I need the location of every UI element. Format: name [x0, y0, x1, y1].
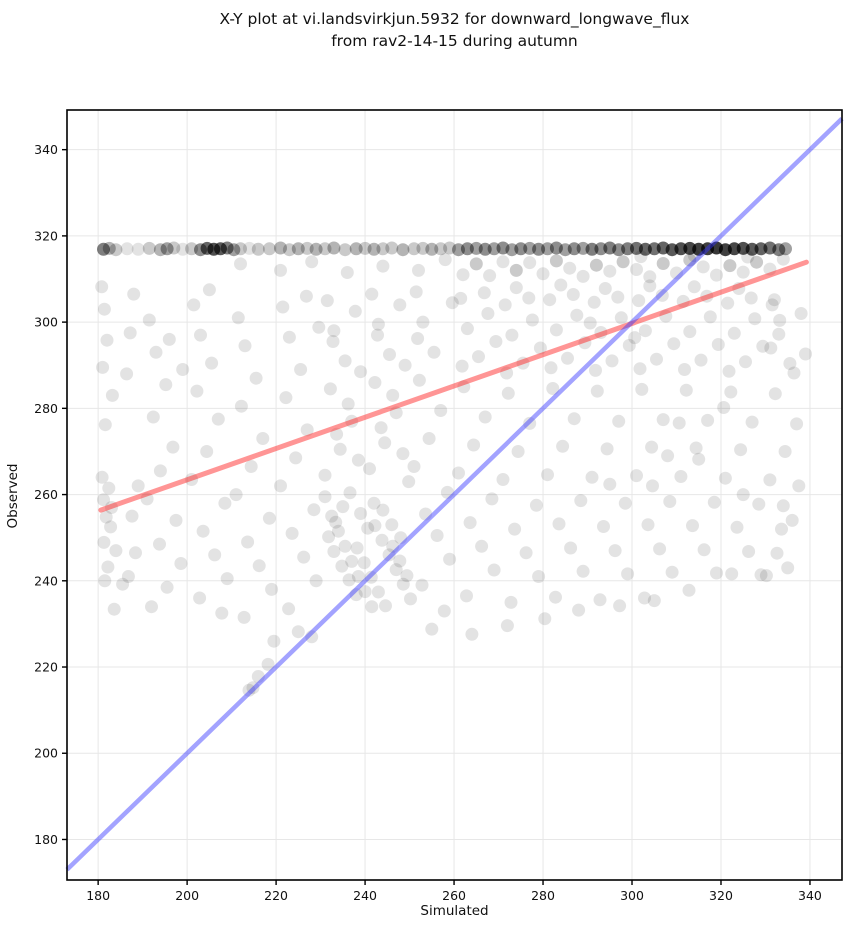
scatter-points	[95, 241, 812, 697]
y-tick-label: 320	[34, 228, 58, 243]
y-tick-label: 180	[34, 832, 58, 847]
x-tick-label: 240	[353, 888, 377, 903]
x-tick-label: 200	[175, 888, 199, 903]
x-tick-label: 340	[798, 888, 822, 903]
y-tick-label: 220	[34, 660, 58, 675]
y-tick-label: 300	[34, 315, 58, 330]
y-axis-ticks: 180 200 220 240 260 280 300 320 340	[34, 142, 67, 847]
x-tick-label: 220	[264, 888, 288, 903]
x-tick-label: 320	[709, 888, 733, 903]
y-tick-label: 280	[34, 401, 58, 416]
chart-title-line2: from rav2-14-15 during autumn	[331, 32, 578, 50]
x-axis-label: Simulated	[420, 903, 489, 919]
y-tick-label: 240	[34, 573, 58, 588]
y-tick-label: 340	[34, 142, 58, 157]
y-axis-label: Observed	[5, 463, 21, 529]
y-tick-label: 200	[34, 746, 58, 761]
chart-title: X-Y plot at vi.landsvirkjun.5932 for dow…	[67, 8, 842, 52]
y-tick-label: 260	[34, 487, 58, 502]
x-tick-label: 260	[442, 888, 466, 903]
x-axis-ticks: 180 200 220 240 260 280 300 320 340	[86, 880, 822, 903]
x-tick-label: 180	[86, 888, 110, 903]
x-tick-label: 300	[620, 888, 644, 903]
chart-title-line1: X-Y plot at vi.landsvirkjun.5932 for dow…	[219, 10, 690, 28]
x-tick-label: 280	[531, 888, 555, 903]
regression-line	[98, 259, 809, 513]
grid-lines	[67, 110, 842, 880]
one-to-one-line	[65, 117, 844, 872]
